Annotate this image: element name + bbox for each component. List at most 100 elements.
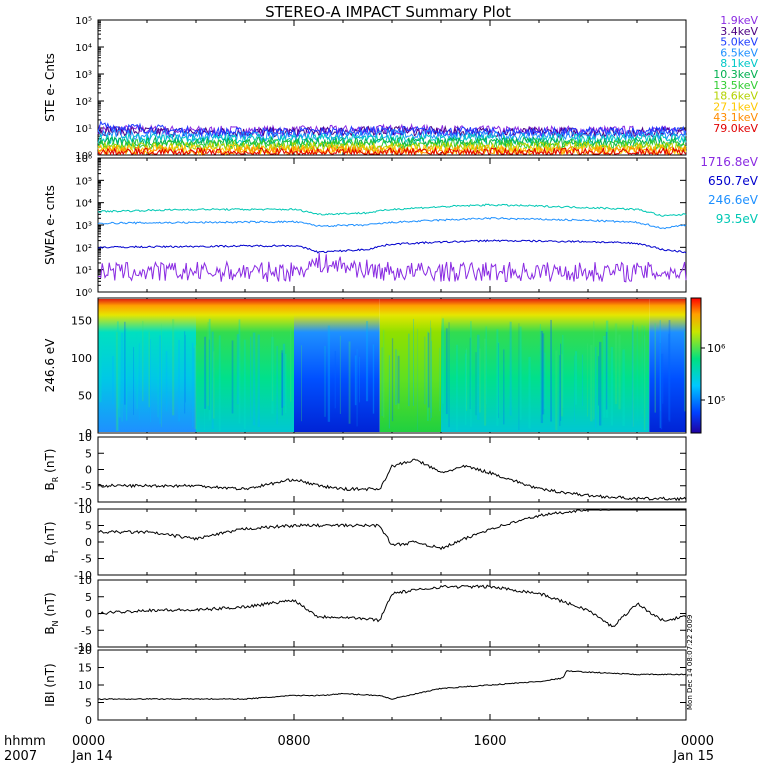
y-axis-label-unit: (nT) (43, 521, 57, 549)
legend-entry-13-5keV: 13.5keV (713, 79, 758, 92)
heatmap-streak (218, 335, 221, 431)
heatmap-streak (334, 350, 337, 409)
heatmap-streak (544, 352, 546, 410)
heatmap-streak (284, 353, 287, 413)
heatmap-streak (397, 355, 400, 404)
heatmap-streak (540, 330, 544, 424)
heatmap-streak (191, 342, 194, 428)
heatmap-streak (464, 353, 467, 426)
y-tick-label: 10⁰ (75, 151, 92, 162)
heatmap-streak (427, 331, 429, 421)
heatmap-streak (614, 323, 618, 405)
y-tick-label: 10 (78, 574, 92, 587)
y-tick-label: 10 (78, 431, 92, 444)
heatmap-streak (115, 331, 118, 431)
heatmap-streak (124, 321, 126, 405)
heatmap-streak (654, 323, 657, 413)
heatmap-streak (136, 332, 138, 409)
y-axis-label-text: SWEA e- cnts (43, 185, 57, 265)
y-tick-label: 0 (85, 536, 92, 549)
heatmap-streak (194, 345, 197, 430)
heatmap-streak (509, 321, 512, 416)
heatmap-streak (212, 351, 215, 419)
panels-group: 10⁰ 10¹ 10² 10³ 10⁴ 10⁵ STE e- Cnts 1.9keV3.4ke… (43, 14, 759, 727)
heatmap-streak (117, 344, 119, 409)
heatmap-streak (456, 344, 458, 431)
legend-entry-650-7eV: 650.7eV (708, 174, 759, 188)
heatmap-streak (430, 340, 432, 418)
y-tick-label: 5 (85, 591, 92, 604)
heatmap-streak (276, 345, 278, 425)
heatmap-streak (574, 351, 578, 405)
year-label: 2007 (4, 749, 37, 764)
plot-title: STEREO-A IMPACT Summary Plot (265, 3, 511, 21)
heatmap-streak (281, 350, 284, 408)
colorbar (690, 297, 702, 434)
series-line-79-0keV (97, 146, 687, 156)
y-tick-label: 10² (75, 97, 92, 108)
heatmap-streak (365, 321, 369, 402)
heatmap-streak (519, 326, 522, 420)
legend-entry-18-6keV: 18.6keV (713, 90, 758, 103)
heatmap-streak (138, 343, 140, 421)
legend-entry-6-5keV: 6.5keV (720, 46, 758, 59)
heatmap-streak (582, 354, 583, 406)
heatmap-streak (605, 331, 608, 410)
series-line-bn (97, 584, 687, 628)
y-tick-label: 10 (78, 679, 92, 692)
y-axis-label-ste: STE e- Cnts (43, 53, 57, 122)
generation-timestamp: Mon Dec 14 08:07:22 2009 (686, 615, 694, 710)
heatmap-streak (231, 340, 234, 414)
y-tick-label: -10 (74, 641, 92, 654)
heatmap-block (649, 299, 686, 432)
y-axis-label-text: STE e- Cnts (43, 53, 57, 122)
heatmap-streak (271, 336, 274, 414)
heatmap-block (98, 299, 196, 432)
panel-frame-b (97, 649, 687, 721)
heatmap-streak (442, 318, 444, 404)
x-tick-label-time: 0000 (681, 734, 714, 749)
heatmap-streak (372, 344, 375, 414)
heatmap-streak (503, 349, 505, 425)
heatmap-streak (484, 338, 487, 426)
heatmap-streak (159, 335, 162, 424)
heatmap-streak (339, 335, 341, 414)
heatmap-streak (590, 344, 593, 422)
heatmap-streak (148, 331, 150, 408)
series-line-br (97, 458, 687, 502)
heatmap-streak (496, 329, 499, 426)
heatmap-streak (356, 349, 358, 427)
heatmap-streak (445, 328, 448, 415)
y-axis-label-text: BN (nT) (43, 592, 60, 634)
y-tick-label: 10⁰ (75, 288, 92, 299)
series-line-246-6eV (97, 216, 687, 230)
panel-frame-bt (97, 508, 687, 576)
y-tick-label: 10⁴ (75, 199, 92, 210)
x-tick-label-time: 1600 (473, 734, 506, 749)
heatmap-streak (236, 334, 240, 405)
heatmap-streak (149, 339, 151, 423)
panel-frame-bn (97, 579, 687, 648)
series-line-650-7eV (97, 239, 687, 254)
legend-entry-8-1keV: 8.1keV (720, 57, 758, 70)
y-tick-label: 10⁵ (75, 16, 92, 27)
heatmap-streak (211, 331, 214, 429)
y-tick-label: -5 (81, 553, 92, 566)
panel-frame-overlay (97, 297, 687, 434)
legend-entry-10-3keV: 10.3keV (713, 68, 758, 81)
y-axis-label-swea: SWEA e- cnts (43, 185, 57, 265)
heatmap-streak (595, 346, 597, 428)
heatmap-streak (684, 331, 686, 412)
heatmap-streak (636, 326, 638, 422)
series-line-93-5eV (97, 203, 687, 217)
y-tick-label: 15 (78, 662, 92, 675)
heatmap-streak (185, 334, 186, 403)
heatmap-streak (668, 333, 670, 421)
series-line-5-0keV (97, 120, 687, 139)
heatmap-streak (498, 343, 499, 419)
y-axis-label-subscript: N (51, 620, 60, 626)
heatmap-streak (301, 345, 302, 422)
series-line-27-1keV (97, 142, 687, 156)
heatmap-streak (562, 334, 564, 408)
